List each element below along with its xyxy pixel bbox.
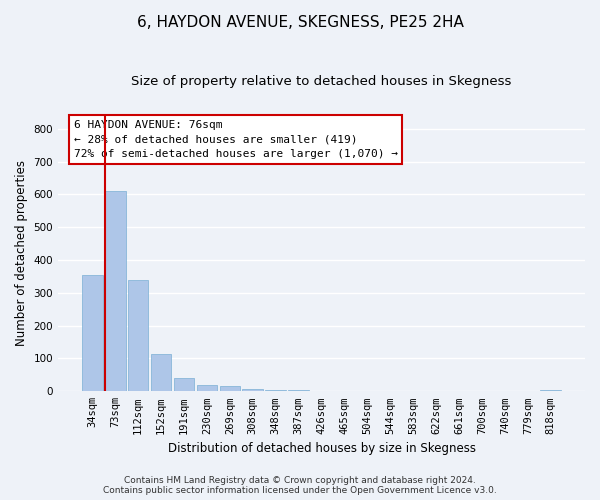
Bar (173, 378, 194, 392)
Bar (128, 280, 148, 392)
Text: Contains HM Land Registry data © Crown copyright and database right 2024.
Contai: Contains HM Land Registry data © Crown c… (103, 476, 497, 495)
Y-axis label: Number of detached properties: Number of detached properties (15, 160, 28, 346)
Bar (541, 390, 561, 392)
Bar (242, 388, 263, 392)
Bar (82, 275, 103, 392)
Title: Size of property relative to detached houses in Skegness: Size of property relative to detached ho… (131, 75, 512, 88)
Bar (265, 390, 286, 392)
Bar (220, 386, 240, 392)
Bar (197, 384, 217, 392)
Text: 6 HAYDON AVENUE: 76sqm
← 28% of detached houses are smaller (419)
72% of semi-de: 6 HAYDON AVENUE: 76sqm ← 28% of detached… (74, 120, 398, 160)
Bar (151, 354, 172, 392)
X-axis label: Distribution of detached houses by size in Skegness: Distribution of detached houses by size … (167, 442, 476, 455)
Bar (105, 191, 125, 392)
Text: 6, HAYDON AVENUE, SKEGNESS, PE25 2HA: 6, HAYDON AVENUE, SKEGNESS, PE25 2HA (137, 15, 463, 30)
Bar (288, 390, 309, 392)
